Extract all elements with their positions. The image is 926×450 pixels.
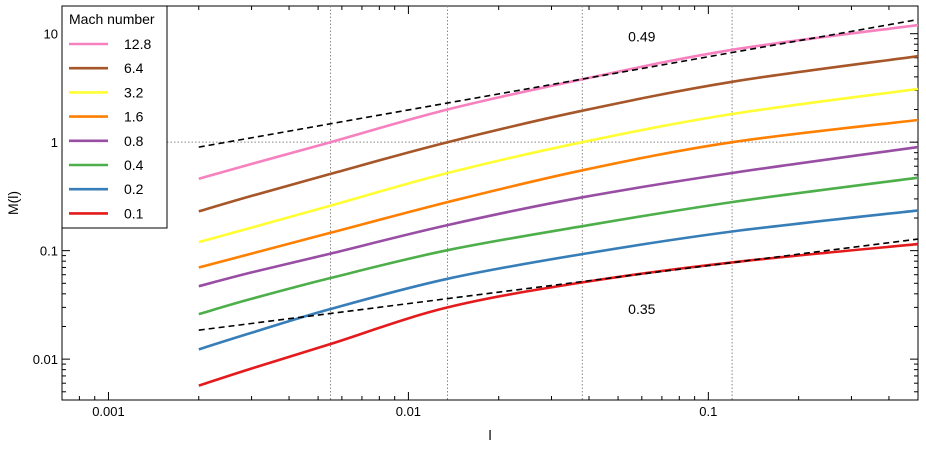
reference-fit-line-0-35 (198, 238, 919, 331)
x-tick-label: 0.001 (92, 404, 125, 419)
x-tick-label: 0.01 (396, 404, 421, 419)
series-line-mach-0-1 (198, 242, 919, 387)
series-lines (198, 23, 919, 387)
slope-annotation: 0.35 (628, 301, 655, 317)
y-tick-label: 0.01 (33, 352, 58, 367)
y-tick-label: 1 (51, 135, 58, 150)
legend-label-mach-0-4: 0.4 (124, 157, 144, 173)
x-tick-label: 0.1 (699, 404, 717, 419)
legend-label-mach-6-4: 6.4 (124, 60, 144, 76)
reference-fit-line-0-49 (198, 18, 919, 148)
series-line-mach-12-8 (198, 23, 919, 181)
series-line-mach-1-6 (198, 118, 919, 269)
legend-title: Mach number (69, 11, 155, 27)
legend-label-mach-1-6: 1.6 (124, 109, 144, 125)
series-line-mach-3-2 (198, 87, 919, 244)
y-tick-label: 10 (44, 27, 58, 42)
series-line-mach-0-4 (198, 176, 919, 316)
annotations: 0.49 0.35 (628, 28, 655, 317)
y-axis-label: M(l) (5, 191, 21, 215)
legend: Mach number 12.8 6.4 3.2 1.6 0.8 0.4 0.2 0.1 (61, 5, 168, 229)
series-line-mach-0-8 (198, 145, 919, 288)
series-line-mach-6-4 (198, 54, 919, 213)
axis-ticks: 0.001 0.01 0.1 0.01 0.1 1 10 (33, 6, 919, 419)
legend-label-mach-0-8: 0.8 (124, 133, 144, 149)
x-axis-label: l (488, 427, 491, 443)
legend-label-mach-0-1: 0.1 (124, 205, 144, 221)
legend-label-mach-0-2: 0.2 (124, 181, 144, 197)
series-line-mach-0-2 (198, 209, 919, 351)
reference-lines (198, 18, 919, 331)
legend-label-mach-12-8: 12.8 (124, 36, 151, 52)
guide-lines (62, 6, 918, 400)
legend-label-mach-3-2: 3.2 (124, 84, 144, 100)
legend-items: 12.8 6.4 3.2 1.6 0.8 0.4 0.2 0.1 (69, 36, 151, 221)
y-tick-label: 0.1 (40, 244, 58, 259)
plot-frame (61, 5, 919, 401)
slope-annotation: 0.49 (628, 28, 655, 44)
